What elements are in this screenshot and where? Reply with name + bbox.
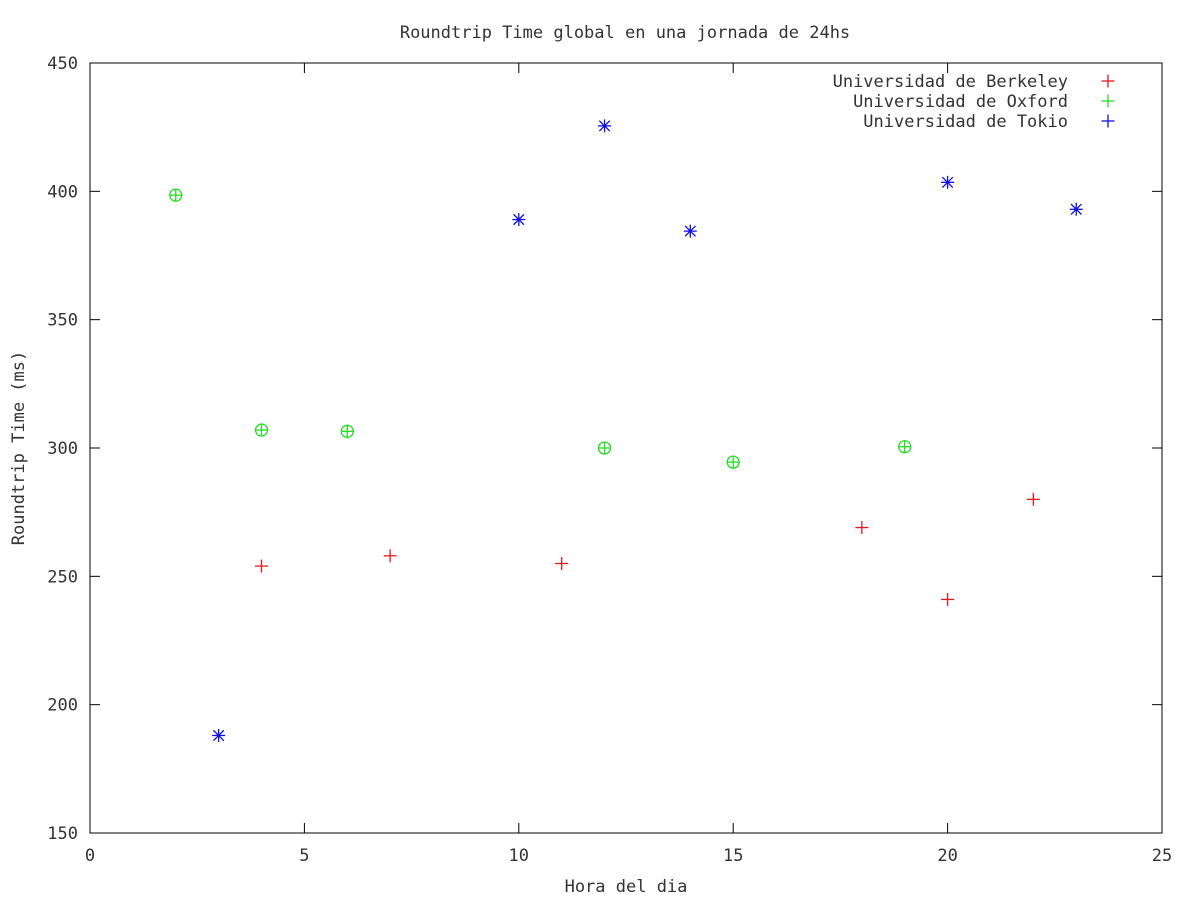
y-tick-label: 300 — [47, 439, 78, 459]
axis-ticks: 0 5 10 15 20 25 150 200 250 300 350 400 450 — [47, 54, 1172, 866]
y-tick-label: 350 — [47, 311, 78, 331]
data-point — [255, 559, 269, 573]
series-3 — [212, 119, 1083, 742]
y-tick-label: 450 — [47, 54, 78, 74]
legend-marker — [1101, 94, 1115, 108]
data-point — [512, 213, 526, 227]
x-axis-label: Hora del dia — [565, 877, 688, 897]
data-points — [169, 119, 1083, 742]
data-point — [169, 188, 183, 202]
legend-marker — [1101, 74, 1115, 88]
chart-title: Roundtrip Time global en una jornada de … — [400, 23, 850, 43]
legend-label: Universidad de Tokio — [863, 112, 1068, 132]
data-point — [726, 455, 740, 469]
y-tick-label: 150 — [47, 824, 78, 844]
x-tick-label: 0 — [85, 846, 95, 866]
data-point — [941, 175, 955, 189]
data-point — [555, 557, 569, 570]
x-tick-label: 10 — [509, 846, 529, 866]
y-tick-label: 250 — [47, 567, 78, 587]
x-tick-label: 25 — [1152, 846, 1172, 866]
plot-frame — [89, 62, 1163, 834]
legend-marker — [1101, 114, 1115, 128]
data-point — [1026, 492, 1040, 506]
legend-label: Universidad de Oxford — [853, 92, 1068, 112]
data-point — [254, 423, 269, 437]
x-tick-label: 20 — [937, 846, 957, 866]
data-point — [898, 440, 912, 454]
x-tick-label: 5 — [299, 846, 309, 866]
data-point — [598, 119, 612, 133]
data-point — [941, 592, 955, 606]
data-point — [212, 728, 226, 742]
y-tick-label: 400 — [47, 182, 78, 202]
data-point — [383, 549, 397, 563]
series-2 — [169, 188, 912, 469]
legend-label: Universidad de Berkeley — [833, 72, 1068, 92]
data-point — [597, 441, 612, 455]
y-tick-label: 200 — [47, 696, 78, 716]
series-1 — [255, 492, 1040, 606]
data-point — [340, 424, 354, 438]
y-axis-label: Roundtrip Time (ms) — [9, 351, 29, 545]
data-point — [683, 224, 697, 238]
x-tick-label: 15 — [723, 846, 743, 866]
data-point — [855, 521, 869, 535]
data-point — [1069, 202, 1083, 216]
